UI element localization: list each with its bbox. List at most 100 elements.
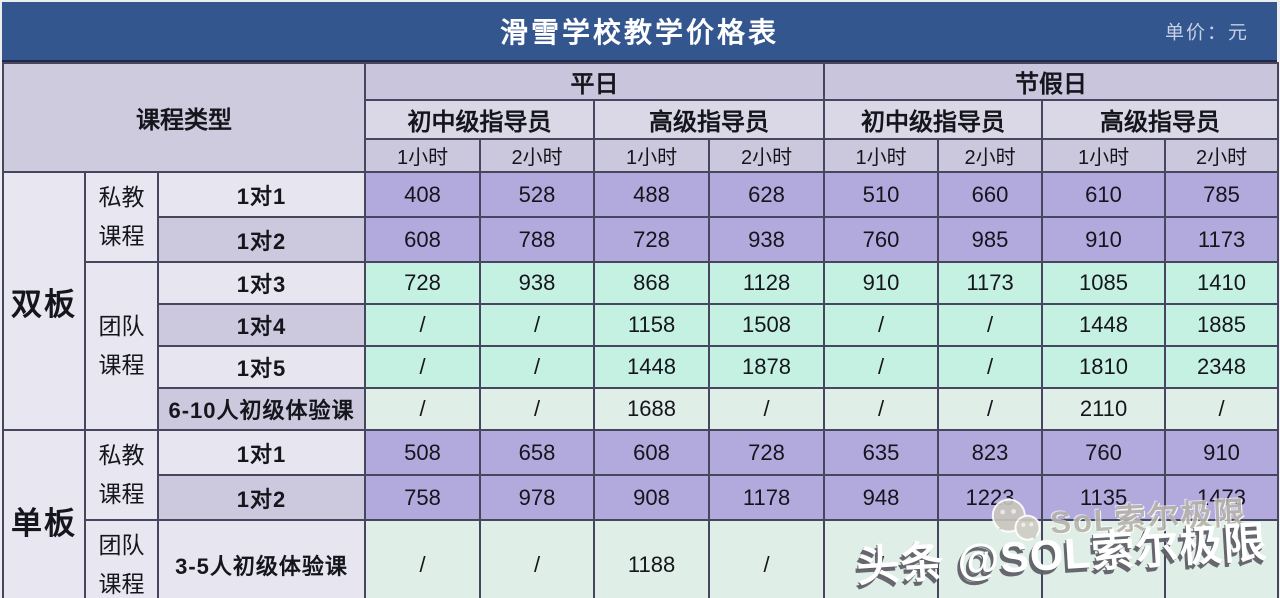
price-cell: 1085 — [1041, 261, 1167, 306]
course-name-cell: 3-5人初级体验课 — [156, 519, 367, 598]
price-cell: 1448 — [1041, 303, 1167, 348]
price-cell: 785 — [1164, 170, 1280, 219]
header-hour: 1小时 — [593, 138, 711, 173]
price-cell: 1173 — [937, 261, 1044, 306]
price-cell: / — [479, 519, 596, 598]
table-row: 1对2 758 978 908 1178 948 1223 1135 1473 — [3, 474, 1280, 522]
header-hour: 1小时 — [364, 138, 482, 173]
price-cell: 660 — [937, 170, 1044, 219]
price-cell: 868 — [593, 261, 711, 306]
price-cell: / — [364, 303, 482, 348]
price-cell: / — [823, 303, 940, 348]
table-row: 1对5//1448 1878//1810 2348 — [3, 345, 1280, 390]
table-row: 1对2 608 788 728 938 760 985 910 1173 — [3, 216, 1280, 264]
table-row: 团队 课程 3-5人初级体验课 //1188// — [3, 519, 1280, 598]
price-cell: 1410 — [1164, 261, 1280, 306]
price-cell: 978 — [479, 474, 596, 522]
price-cell: 1878 — [708, 345, 826, 390]
header-row-instructor: 初中级指导员 高级指导员 初中级指导员 高级指导员 — [3, 99, 1280, 140]
price-cell: 938 — [479, 261, 596, 306]
price-cell: / — [937, 345, 1044, 390]
price-cell: / — [708, 387, 826, 432]
price-cell: 1188 — [593, 519, 711, 598]
price-cell: / — [479, 303, 596, 348]
price-cell: / — [479, 345, 596, 390]
price-cell: 528 — [479, 170, 596, 219]
price-cell: 1178 — [708, 474, 826, 522]
course-group-cell: 私教 课程 — [84, 170, 159, 264]
price-cell — [1041, 519, 1167, 598]
course-name-cell: 1对2 — [156, 216, 367, 264]
price-cell: / — [364, 345, 482, 390]
table-row: 团队 课程 1对3 728 938 868 1128 910 1173 1085 1410 — [3, 261, 1280, 432]
header-hour: 2小时 — [1164, 138, 1280, 173]
course-group-line: 团队 — [98, 532, 145, 559]
price-cell: / — [708, 519, 826, 598]
price-cell: 1885 — [1164, 303, 1280, 348]
price-cell: 408 — [364, 170, 482, 219]
price-cell: 910 — [1041, 216, 1167, 264]
price-cell: / — [937, 387, 1044, 432]
header-hour: 2小时 — [708, 138, 826, 173]
price-cell: 938 — [708, 216, 826, 264]
price-cell: 510 — [823, 170, 940, 219]
price-cell: 628 — [708, 170, 826, 219]
page-title: 滑雪学校教学价格表 — [499, 18, 779, 49]
price-cell: 760 — [823, 216, 940, 264]
price-cell: 1173 — [1164, 216, 1280, 264]
price-cell: 2348 — [1164, 345, 1280, 390]
course-group-line: 私教 — [98, 184, 145, 210]
course-name-cell: 1对2 — [156, 474, 367, 522]
course-group-cell: 团队 课程 — [84, 261, 159, 432]
header-row-day: 课程类型 平日 节假日 — [1, 62, 1280, 173]
price-cell: 728 — [708, 429, 826, 477]
price-cell: 758 — [364, 474, 482, 522]
price-table: 课程类型 平日 节假日 初中级指导员 高级指导员 初中级指导员 高级指导员 1小… — [1, 62, 1280, 598]
course-group-line: 课程 — [98, 222, 145, 249]
price-cell: 908 — [593, 474, 711, 522]
header-hour: 2小时 — [937, 138, 1044, 173]
header-instructor-junior-holiday: 初中级指导员 — [823, 99, 1044, 140]
price-cell: 658 — [479, 429, 596, 477]
table-row: 单板 私教 课程 1对1 508 658 608 728 635 823 760 910 — [2, 429, 1280, 598]
price-cell: 948 — [823, 474, 940, 522]
price-cell: 1135 — [1041, 474, 1167, 522]
price-cell: 1810 — [1041, 345, 1167, 390]
price-cell: / — [823, 345, 940, 390]
course-group-line: 团队 — [98, 313, 145, 340]
price-cell: 728 — [364, 261, 482, 306]
price-table-header: 课程类型 平日 节假日 初中级指导员 高级指导员 初中级指导员 高级指导员 1小… — [1, 62, 1280, 173]
price-cell — [1164, 519, 1280, 598]
course-group-line: 课程 — [98, 351, 145, 378]
price-cell: 728 — [593, 216, 711, 264]
price-cell: 1128 — [708, 261, 826, 306]
price-cell: 1448 — [593, 345, 711, 390]
price-cell: / — [479, 387, 596, 432]
course-name-cell: 1对3 — [156, 261, 367, 306]
course-name-cell: 1对5 — [156, 345, 367, 390]
price-cell: 1223 — [937, 474, 1044, 522]
course-group-line: 私教 — [98, 442, 145, 469]
price-cell: 910 — [1164, 429, 1280, 477]
header-instructor-senior-weekday: 高级指导员 — [593, 99, 826, 140]
header-hour: 1小时 — [1041, 138, 1167, 173]
price-cell: 1158 — [593, 303, 711, 348]
table-row: 6-10人初级体验课 //1688///2110/ — [3, 387, 1280, 432]
price-cell: 910 — [823, 261, 940, 306]
price-cell: 760 — [1041, 429, 1167, 477]
header-course-type: 课程类型 — [1, 62, 367, 173]
table-row: 双板 私教 课程 1对1 408 528 488 628 510 660 610 785 — [2, 170, 1280, 432]
header-hour: 1小时 — [823, 138, 940, 173]
price-cell: 608 — [364, 216, 482, 264]
board-type-cell: 双板 — [2, 170, 86, 432]
header-holiday: 节假日 — [823, 62, 1280, 101]
header-weekday: 平日 — [364, 62, 826, 101]
course-name-cell: 1对1 — [156, 170, 367, 219]
header-hour: 2小时 — [479, 138, 596, 173]
header-row-hours: 1小时 2小时 1小时 2小时 1小时 2小时 1小时 2小时 — [3, 138, 1280, 173]
price-cell: 1688 — [593, 387, 711, 432]
course-group-line: 课程 — [98, 480, 145, 507]
course-group-cell: 团队 课程 — [84, 519, 159, 598]
price-cell: 985 — [937, 216, 1044, 264]
unit-note: 单价：元 — [1164, 22, 1249, 44]
